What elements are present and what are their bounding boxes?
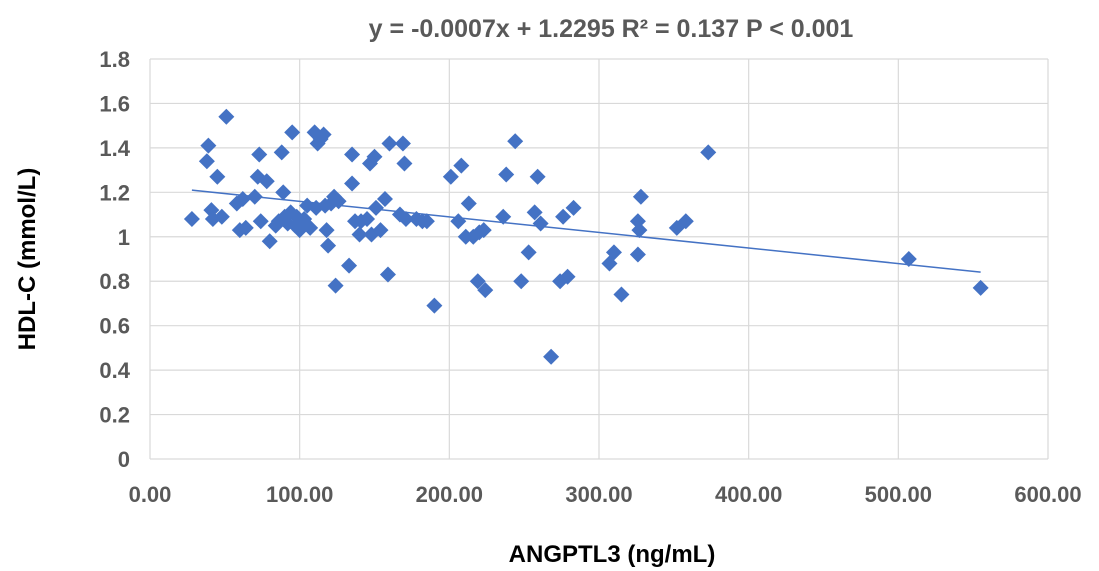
data-point xyxy=(200,137,217,154)
data-point xyxy=(453,157,470,174)
data-point xyxy=(972,279,989,296)
data-point xyxy=(469,273,486,290)
y-tick-label: 1.4 xyxy=(99,136,130,161)
data-point xyxy=(613,286,630,303)
y-axis-ticks: 0 0.2 0.4 0.6 0.8 1 1.2 1.4 1.6 1.8 xyxy=(99,47,130,472)
chart-title: y = -0.0007x + 1.2295 R² = 0.137 P < 0.0… xyxy=(369,15,854,43)
x-axis-title: ANGPTL3 (ng/mL) xyxy=(509,541,716,568)
data-point xyxy=(507,133,524,150)
x-axis-ticks: 0.00 100.00 200.00 300.00 400.00 500.00 600.00 xyxy=(129,482,1082,507)
data-point xyxy=(246,188,263,205)
data-point xyxy=(397,211,414,227)
data-point xyxy=(344,146,361,163)
data-point xyxy=(261,233,278,250)
data-point xyxy=(366,148,383,165)
data-point xyxy=(513,273,530,290)
data-point xyxy=(565,199,582,216)
data-point xyxy=(396,155,413,172)
y-tick-label: 0 xyxy=(118,447,130,472)
data-point xyxy=(341,257,358,274)
data-point xyxy=(631,222,648,239)
data-point xyxy=(251,146,268,163)
data-point xyxy=(318,222,335,239)
data-point xyxy=(532,215,549,232)
data-point xyxy=(379,266,396,283)
data-point xyxy=(273,144,290,161)
data-point xyxy=(700,144,717,161)
data-point xyxy=(320,237,337,254)
data-point xyxy=(632,188,649,205)
data-point xyxy=(381,135,398,152)
x-tick-label: 200.00 xyxy=(416,482,483,507)
y-tick-label: 1.2 xyxy=(99,180,130,205)
data-point xyxy=(442,168,459,185)
data-point xyxy=(418,213,435,230)
data-point xyxy=(367,199,384,216)
data-point xyxy=(526,204,543,221)
data-point xyxy=(209,168,226,185)
x-tick-label: 400.00 xyxy=(715,482,782,507)
data-point xyxy=(376,191,393,207)
data-point xyxy=(450,213,467,230)
data-point xyxy=(183,211,200,227)
data-point xyxy=(351,226,368,243)
y-tick-label: 0.8 xyxy=(99,269,130,294)
data-point xyxy=(605,244,622,261)
data-point xyxy=(629,246,646,263)
data-point xyxy=(475,222,492,239)
y-axis-title: HDL-C (mmol/L) xyxy=(14,168,41,351)
data-point xyxy=(252,213,269,230)
data-point xyxy=(900,251,917,267)
data-point xyxy=(543,348,560,365)
x-tick-label: 300.00 xyxy=(565,482,632,507)
data-point xyxy=(198,153,215,170)
data-point xyxy=(275,184,292,201)
y-tick-label: 0.6 xyxy=(99,314,130,339)
data-point xyxy=(359,211,376,227)
y-tick-label: 1 xyxy=(118,225,130,250)
data-point xyxy=(394,135,411,152)
data-points xyxy=(183,108,989,365)
gridlines xyxy=(149,58,1049,460)
data-point xyxy=(477,282,494,299)
y-tick-label: 1.8 xyxy=(99,47,130,72)
data-point xyxy=(302,219,319,236)
y-tick-label: 1.6 xyxy=(99,91,130,116)
data-point xyxy=(520,244,537,261)
data-point xyxy=(330,193,347,210)
data-point xyxy=(284,124,301,141)
x-tick-label: 500.00 xyxy=(865,482,932,507)
data-point xyxy=(498,166,515,183)
data-point xyxy=(218,108,235,125)
data-point xyxy=(213,208,230,225)
data-point xyxy=(258,173,275,190)
data-point xyxy=(237,219,254,236)
y-tick-label: 0.2 xyxy=(99,403,130,428)
data-point xyxy=(559,268,576,285)
x-tick-label: 0.00 xyxy=(129,482,172,507)
data-point xyxy=(460,195,477,212)
data-point xyxy=(344,175,361,192)
x-tick-label: 600.00 xyxy=(1014,482,1081,507)
y-tick-label: 0.4 xyxy=(99,358,130,383)
data-point xyxy=(234,191,251,207)
x-tick-label: 100.00 xyxy=(266,482,333,507)
data-point xyxy=(327,277,344,294)
data-point xyxy=(426,297,443,314)
data-point xyxy=(677,213,694,230)
data-point xyxy=(315,126,332,143)
data-point xyxy=(555,208,572,225)
data-point xyxy=(372,222,389,239)
data-point xyxy=(495,208,512,225)
data-point xyxy=(529,168,546,185)
